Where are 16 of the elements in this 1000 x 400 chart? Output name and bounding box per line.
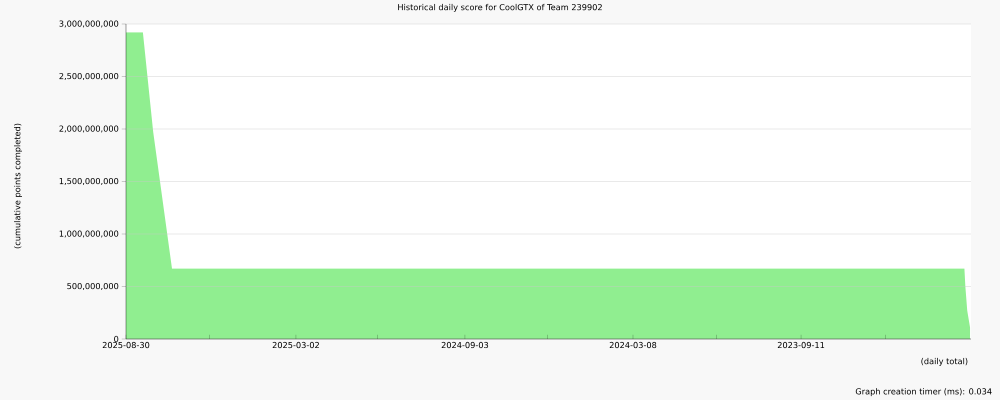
x-tick-label: 2024-03-08 <box>610 342 656 348</box>
y-tick-label: 2,500,000,000 <box>59 72 118 80</box>
x-tick-label: 2025-03-02 <box>272 342 319 348</box>
x-tick-label: 2024-09-03 <box>442 342 488 348</box>
y-tick-label: 1,500,000,000 <box>60 178 118 186</box>
text: Graph creation timer (ms): 0.034 <box>856 388 992 396</box>
y-tick-label: 3,000,000,000 <box>59 20 118 28</box>
chart-title: Historical daily score for CoolGTX of Team 239902 <box>398 4 602 12</box>
y-axis-title: (cumulative points completed) <box>14 124 22 248</box>
x-axis-title: (daily total) <box>921 358 968 366</box>
y-tick-label: 500,000,000 <box>67 282 118 290</box>
y-tick-label: 2,000,000,000 <box>59 125 118 133</box>
y-tick-label: 1,000,000,000 <box>60 230 118 238</box>
y-tick-label: 0 <box>114 336 118 342</box>
x-tick-label: 2023-09-11 <box>778 342 824 348</box>
x-tick-label: 2025-08-30 <box>102 342 150 348</box>
